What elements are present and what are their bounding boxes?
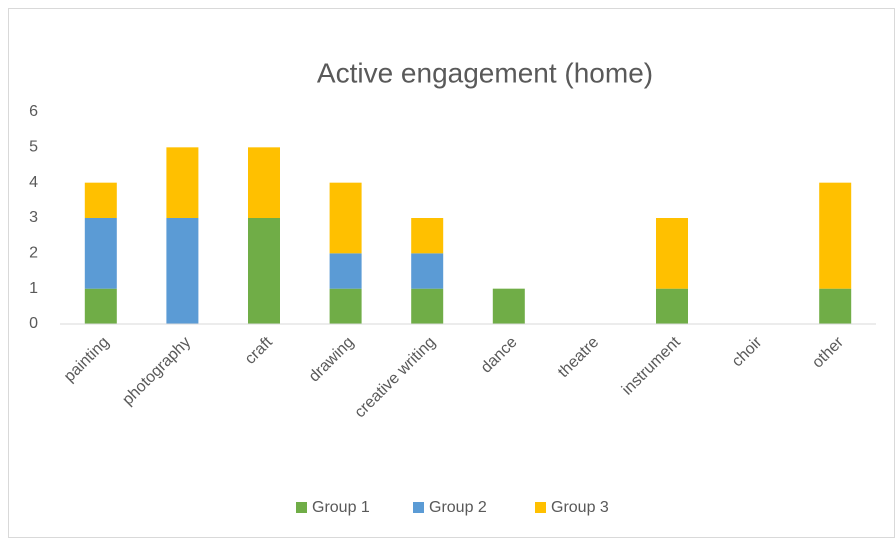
bar-segment	[411, 253, 444, 289]
bar-segment	[84, 182, 117, 218]
bar-segment	[166, 147, 199, 218]
legend-swatch	[535, 502, 546, 513]
bar-segment	[329, 182, 362, 254]
y-tick-label: 4	[29, 174, 38, 191]
bar-segment	[248, 218, 280, 324]
bar-segment	[411, 218, 444, 254]
legend-label: Group 3	[551, 499, 609, 516]
bar-segment	[248, 147, 280, 218]
bar-segment	[411, 288, 444, 324]
bar-segment	[492, 288, 525, 324]
y-tick-label: 5	[29, 139, 38, 156]
y-tick-label: 2	[29, 245, 38, 262]
y-tick-label: 3	[29, 209, 38, 226]
legend-label: Group 2	[429, 499, 487, 516]
chart-border	[8, 8, 895, 538]
legend-swatch	[296, 502, 307, 513]
bar-segment	[656, 218, 688, 289]
chart-title: Active engagement (home)	[317, 57, 653, 88]
legend-swatch	[413, 502, 424, 513]
legend-label: Group 1	[312, 499, 370, 516]
bar-segment	[819, 288, 852, 324]
bar-segment	[84, 288, 117, 324]
bar-segment	[656, 288, 688, 324]
y-tick-label: 1	[29, 280, 38, 297]
bar-segment	[166, 218, 199, 324]
y-tick-label: 6	[29, 103, 38, 120]
bar-segment	[84, 218, 117, 289]
bar-segment	[329, 253, 362, 289]
bar-segment	[819, 182, 852, 289]
y-tick-label: 0	[29, 315, 38, 332]
bar-segment	[329, 288, 362, 324]
